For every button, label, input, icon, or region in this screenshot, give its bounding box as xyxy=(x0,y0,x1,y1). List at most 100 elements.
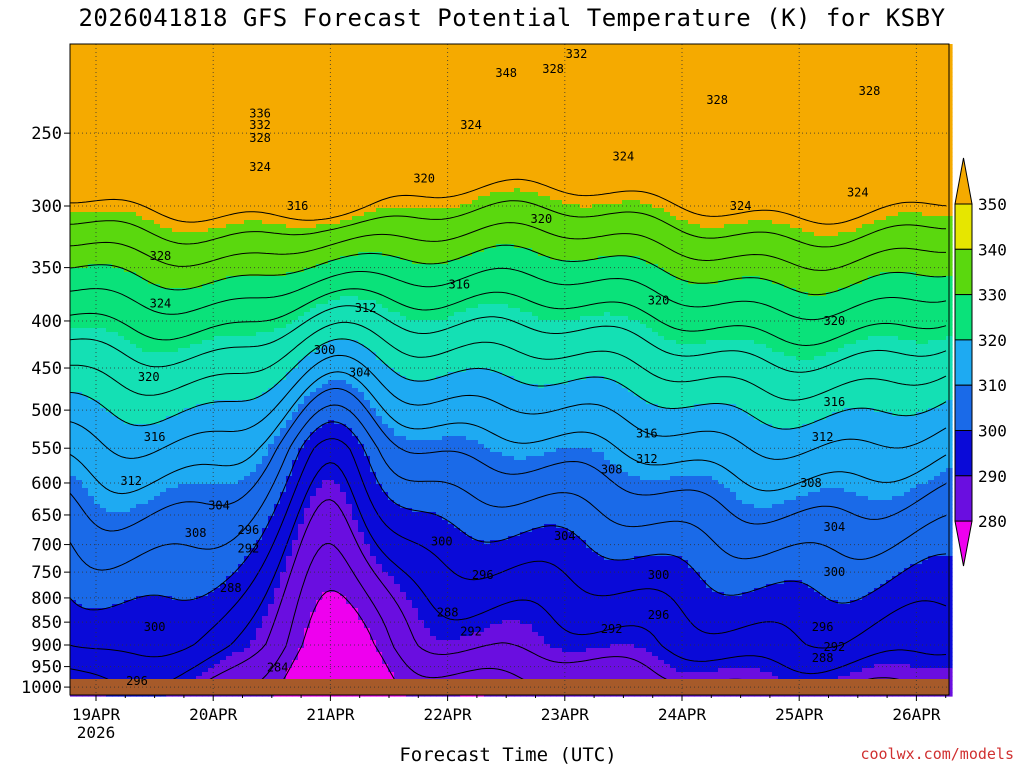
filled-contour-field xyxy=(70,44,953,697)
chart-title: 2026041818 GFS Forecast Potential Temper… xyxy=(0,4,1024,32)
y-tick-label: 750 xyxy=(31,563,62,583)
contour-label: 320 xyxy=(138,370,160,384)
contour-label: 284 xyxy=(267,660,289,674)
contour-label: 320 xyxy=(531,212,553,226)
isotherm-348 xyxy=(69,200,947,248)
isotherm-320 xyxy=(69,338,947,430)
isotherm-324 xyxy=(69,321,947,401)
y-tick-label: 800 xyxy=(31,589,62,609)
contour-label: 292 xyxy=(601,622,623,636)
isotherm-336 xyxy=(69,267,947,321)
contour-label: 296 xyxy=(238,523,260,537)
contour-label: 288 xyxy=(812,651,834,665)
contour-label: 296 xyxy=(812,620,834,634)
contour-label: 324 xyxy=(150,297,172,311)
contour-label: 312 xyxy=(812,430,834,444)
contour-label: 304 xyxy=(554,529,576,543)
contour-label: 328 xyxy=(542,62,564,76)
y-tick-label: 450 xyxy=(31,359,62,379)
y-tick-label: 500 xyxy=(31,401,62,421)
contour-label: 328 xyxy=(859,84,881,98)
contour-label: 316 xyxy=(287,199,309,213)
contour-label: 288 xyxy=(437,606,459,620)
colorbar-label: 300 xyxy=(978,422,1007,441)
isotherm-344 xyxy=(69,222,946,271)
isotherm-280 xyxy=(277,589,403,691)
contour-label: 316 xyxy=(824,395,846,409)
y-tick-label: 850 xyxy=(31,613,62,633)
x-tick-label: 26APR xyxy=(892,705,941,724)
x-year-label: 2026 xyxy=(77,723,116,742)
isotherm-296 xyxy=(69,438,947,658)
ground-strip xyxy=(70,679,949,695)
isotherm-316 xyxy=(69,354,947,460)
source-credit[interactable]: coolwx.com/models xyxy=(860,745,1014,763)
isotherm-292 xyxy=(69,462,947,692)
x-tick-label: 20APR xyxy=(189,705,238,724)
y-tick-label: 550 xyxy=(31,439,62,459)
x-tick-label: 24APR xyxy=(658,705,707,724)
colorbar-band xyxy=(954,430,973,477)
colorbar-band xyxy=(954,248,973,296)
colorbar-label: 340 xyxy=(978,240,1007,259)
y-tick-label: 900 xyxy=(31,636,62,656)
colorbar-band xyxy=(954,294,973,341)
y-tick-label: 650 xyxy=(31,506,62,526)
contour-label: 308 xyxy=(185,526,207,540)
contour-label: 292 xyxy=(824,640,846,654)
y-axis: 250 300 350 400 450 500 550 600 650 700 750 800 850 9… xyxy=(21,124,70,698)
isotherm-332 xyxy=(69,288,947,347)
colorbar-label: 310 xyxy=(978,376,1007,395)
contour-label: 288 xyxy=(220,581,242,595)
grid-lines xyxy=(70,44,949,695)
contour-label: 300 xyxy=(648,568,670,582)
isotherm-340 xyxy=(69,244,947,296)
contour-label: 348 xyxy=(495,66,517,80)
colorbar-band xyxy=(954,384,973,432)
isotherm-304 xyxy=(69,404,947,571)
colorbar-label: 280 xyxy=(978,512,1007,531)
contour-label: 324 xyxy=(249,160,271,174)
colorbar-label: 330 xyxy=(978,286,1007,305)
isotherm-300 xyxy=(69,421,947,611)
colorbar: 350 340 330 320 310 300 290 280 xyxy=(954,157,1007,567)
y-tick-label: 350 xyxy=(31,259,62,279)
y-tick-label: 400 xyxy=(31,312,62,332)
contour-label: 328 xyxy=(706,93,728,107)
y-tick-label: 600 xyxy=(31,474,62,494)
colorbar-band xyxy=(954,475,973,522)
x-axis: 19APR 20APR 21APR 22APR 23APR 24APR 25APR 26APR… xyxy=(72,695,947,742)
plot-frame xyxy=(69,43,950,696)
contour-label: 300 xyxy=(314,343,336,357)
contour-label: 304 xyxy=(208,499,230,513)
x-tick-label: 25APR xyxy=(775,705,824,724)
contour-label: 312 xyxy=(636,452,658,466)
y-tick-label: 300 xyxy=(31,197,62,217)
colorbar-band xyxy=(954,339,973,386)
contour-label: 316 xyxy=(636,426,658,440)
contour-label: 316 xyxy=(144,430,166,444)
contour-label: 304 xyxy=(349,365,371,379)
contour-label: 292 xyxy=(238,542,260,556)
contour-label: 312 xyxy=(120,474,142,488)
x-tick-label: 23APR xyxy=(541,705,590,724)
colorbar-label: 350 xyxy=(978,195,1007,214)
y-tick-label: 950 xyxy=(31,658,62,678)
contour-label: 328 xyxy=(249,131,271,145)
contour-label: 320 xyxy=(413,171,435,185)
colorbar-label: 320 xyxy=(978,331,1007,350)
contour-label: 332 xyxy=(566,47,588,61)
colorbar-arrow-bottom xyxy=(954,520,973,567)
contour-label: 304 xyxy=(824,520,846,534)
colorbar-arrow-top xyxy=(954,157,973,205)
isotherm-308 xyxy=(69,388,947,532)
y-tick-label: 700 xyxy=(31,536,62,556)
contour-label: 320 xyxy=(824,314,846,328)
isotherm-312 xyxy=(69,371,947,495)
isotherm-328 xyxy=(69,305,947,373)
x-axis-label: Forecast Time (UTC) xyxy=(0,744,1016,766)
contour-label: 308 xyxy=(800,476,822,490)
contour-label: 336 xyxy=(249,107,271,121)
